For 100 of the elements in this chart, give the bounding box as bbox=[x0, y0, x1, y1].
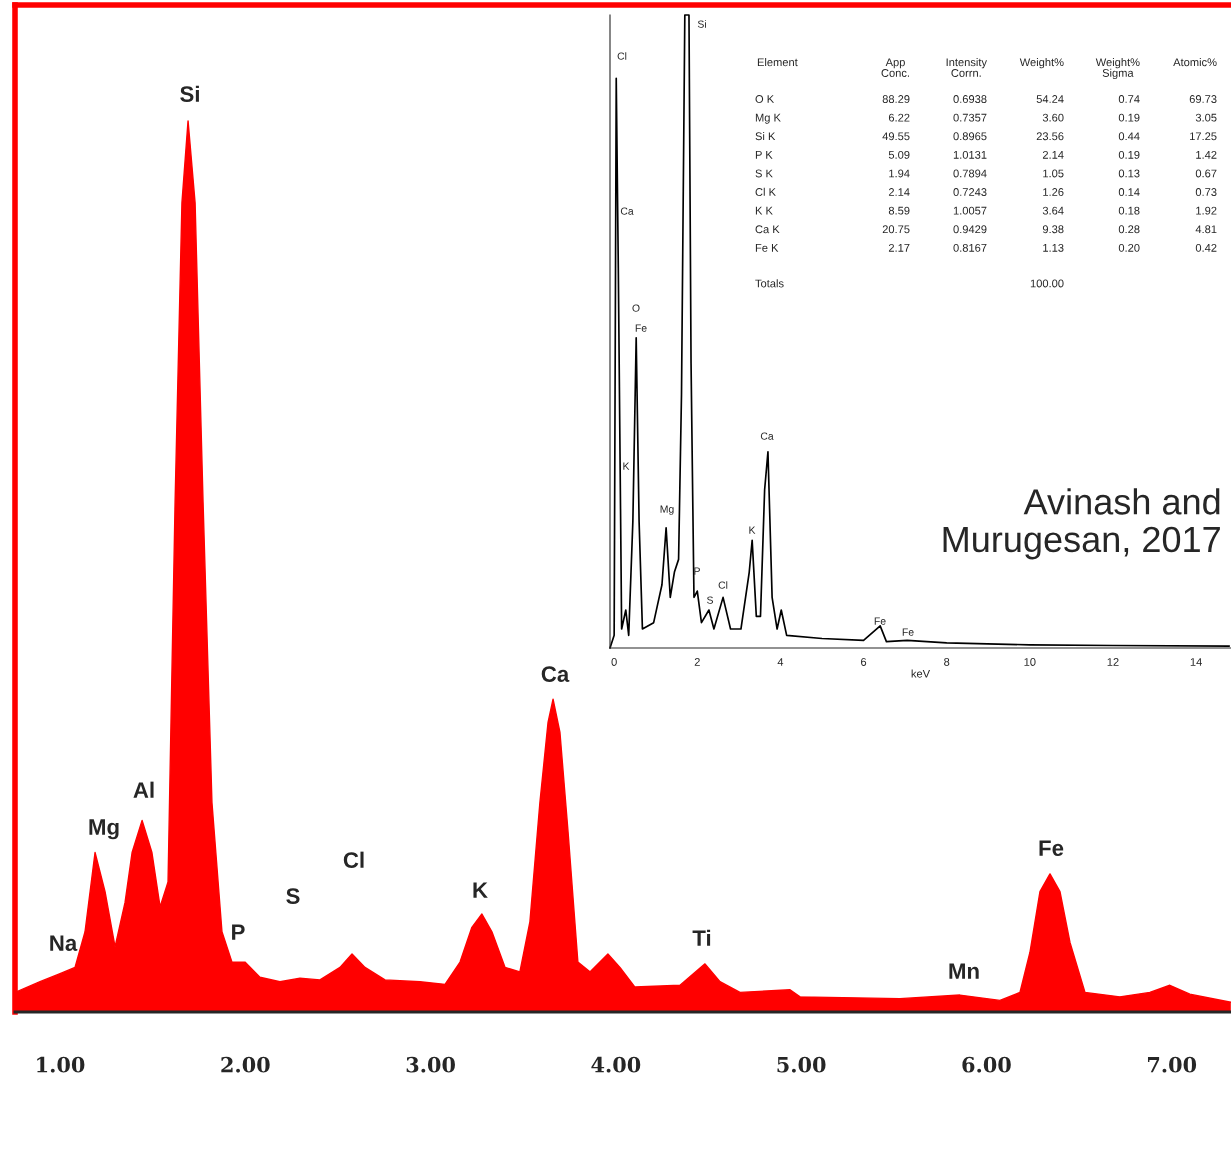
annotation: Avinash and Murugesan, 2017 bbox=[943, 488, 1220, 560]
category-label: App Conc. bbox=[881, 58, 909, 77]
text: 0.8965 bbox=[953, 132, 987, 141]
text: 1.92 bbox=[1196, 206, 1217, 215]
annotation: Fe bbox=[874, 617, 886, 625]
text: 0.18 bbox=[1118, 206, 1140, 215]
text: 88.29 bbox=[882, 95, 910, 103]
text: 0.9429 bbox=[953, 225, 987, 234]
text: 23.56 bbox=[1036, 132, 1064, 141]
annotation: P bbox=[694, 567, 700, 575]
x-tick-label: 0 bbox=[611, 658, 617, 666]
annotation: K bbox=[473, 882, 488, 898]
annotation: Cl bbox=[343, 851, 364, 868]
annotation: Al bbox=[133, 781, 154, 798]
text: 2.14 bbox=[1042, 150, 1064, 159]
text: 1.0131 bbox=[953, 150, 987, 159]
text: 49.55 bbox=[882, 132, 910, 141]
annotation: Si bbox=[697, 20, 706, 28]
x-tick-label: 1.00 bbox=[37, 1056, 85, 1073]
annotation: Mg bbox=[89, 819, 119, 840]
category-label: Element bbox=[757, 58, 798, 67]
category-label: P K bbox=[755, 151, 773, 159]
text: 1.26 bbox=[1043, 188, 1064, 196]
text: 0.6938 bbox=[953, 95, 987, 103]
annotation: Na bbox=[50, 935, 78, 951]
text: 3.05 bbox=[1195, 113, 1217, 122]
x-tick-label: 14 bbox=[1190, 658, 1202, 666]
text: 0.44 bbox=[1118, 132, 1140, 141]
annotation: P bbox=[232, 924, 245, 940]
text: 0.73 bbox=[1195, 188, 1217, 196]
text: 0.8167 bbox=[953, 243, 987, 252]
category-label: Totals bbox=[755, 279, 784, 288]
text: 0.7243 bbox=[953, 188, 987, 196]
category-label: S K bbox=[755, 169, 773, 178]
annotation: Ca bbox=[760, 432, 774, 440]
text: 4.81 bbox=[1195, 225, 1217, 234]
text: 100.00 bbox=[1030, 279, 1064, 288]
text: 0.7357 bbox=[953, 113, 987, 122]
annotation: Cl bbox=[617, 52, 627, 60]
text: 1.42 bbox=[1196, 150, 1217, 159]
text: 0.14 bbox=[1118, 188, 1140, 196]
annotation: Ca bbox=[620, 207, 634, 215]
text: 8.59 bbox=[888, 206, 910, 215]
text: 0.42 bbox=[1195, 243, 1217, 252]
text: 1.13 bbox=[1043, 243, 1064, 252]
annotation: Fe bbox=[1039, 840, 1064, 856]
x-tick-label: 10 bbox=[1024, 658, 1036, 666]
text: 5.09 bbox=[888, 150, 910, 159]
text: 17.25 bbox=[1190, 132, 1217, 141]
text: 1.05 bbox=[1043, 169, 1064, 178]
text: 20.75 bbox=[882, 225, 910, 234]
x-tick-label: 4 bbox=[777, 658, 784, 666]
category-label: Si K bbox=[755, 132, 776, 141]
annotation: Fe bbox=[635, 324, 647, 332]
text: 0.19 bbox=[1118, 150, 1140, 159]
x-tick-label: 6.00 bbox=[962, 1056, 1011, 1073]
text: 0.67 bbox=[1195, 169, 1217, 178]
text: 0.7894 bbox=[953, 169, 987, 178]
annotation: Ca bbox=[541, 666, 570, 682]
x-tick-label: 2.00 bbox=[221, 1056, 270, 1073]
annotation: S bbox=[707, 596, 713, 604]
text: 0.28 bbox=[1118, 225, 1140, 234]
text: Si bbox=[180, 85, 199, 102]
text: 2.17 bbox=[888, 243, 910, 252]
x-tick-label: 7.00 bbox=[1147, 1056, 1197, 1073]
x-tick-label: 3.00 bbox=[406, 1056, 455, 1073]
text: 69.73 bbox=[1189, 95, 1217, 103]
text: 3.60 bbox=[1042, 113, 1064, 122]
text: 0.74 bbox=[1118, 95, 1140, 103]
category-label: Atomic% bbox=[1173, 58, 1217, 67]
text: 2.14 bbox=[888, 188, 910, 196]
text: 3.64 bbox=[1042, 206, 1064, 215]
category-label: Weight% bbox=[1019, 58, 1064, 69]
category-label: Cl K bbox=[755, 187, 776, 196]
category-label: Intensity Corrn. bbox=[946, 58, 987, 77]
text: 0.19 bbox=[1118, 113, 1140, 122]
x-tick-label: 2 bbox=[694, 658, 700, 666]
x-tick-label: 4.00 bbox=[591, 1056, 641, 1073]
category-label: O K bbox=[755, 95, 775, 103]
text: 1.94 bbox=[889, 169, 910, 178]
annotation: K bbox=[623, 462, 630, 470]
annotation: Fe bbox=[902, 628, 914, 636]
annotation: K bbox=[749, 526, 756, 534]
text: 54.24 bbox=[1036, 95, 1064, 103]
text: 6.22 bbox=[888, 113, 910, 122]
x-tick-label: 6 bbox=[861, 658, 867, 666]
category-label: Weight% Sigma bbox=[1095, 58, 1140, 80]
text: 0.20 bbox=[1118, 243, 1140, 252]
text: 1.0057 bbox=[953, 206, 987, 215]
annotation: O bbox=[632, 304, 640, 312]
annotation: Cl bbox=[718, 581, 728, 589]
annotation: Mn bbox=[949, 963, 979, 979]
x-tick-label: 12 bbox=[1107, 658, 1119, 666]
x-tick-label: 5.00 bbox=[777, 1056, 826, 1073]
x-axis-title: keV bbox=[911, 669, 931, 678]
category-label: Ca K bbox=[755, 225, 780, 234]
x-tick-label: 8 bbox=[944, 658, 950, 666]
annotation: Ti bbox=[692, 929, 711, 946]
category-label: K K bbox=[755, 206, 773, 215]
text: 0.13 bbox=[1118, 169, 1140, 178]
